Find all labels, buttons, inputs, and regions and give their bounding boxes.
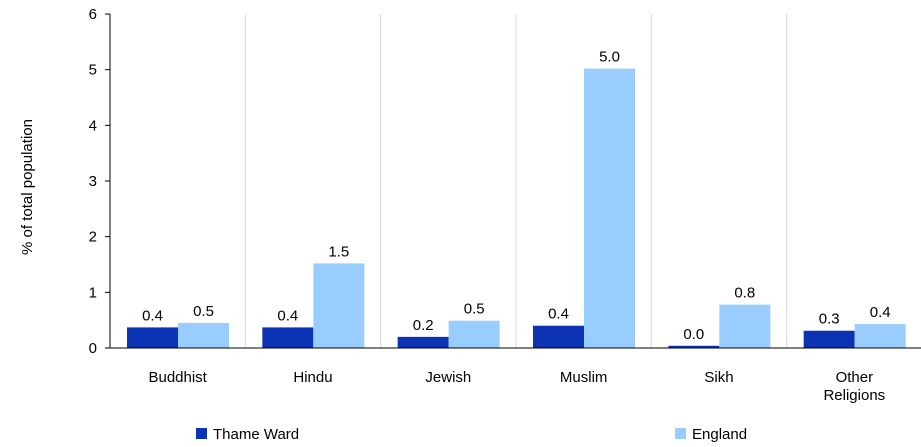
x-category-label-line: Religions: [823, 387, 885, 404]
bar-england: [854, 324, 906, 348]
x-category-label-line: Hindu: [293, 369, 332, 386]
x-category-label: Jewish: [425, 369, 471, 386]
y-tick-label: 4: [89, 117, 97, 134]
data-label: 0.5: [464, 301, 485, 318]
bar-thame-ward: [668, 345, 720, 348]
y-tick-label: 6: [89, 6, 97, 23]
data-label: 0.3: [819, 311, 840, 328]
legend-label: Thame Ward: [213, 426, 299, 443]
x-category-label: Hindu: [293, 369, 332, 386]
x-category-label-line: Sikh: [704, 369, 733, 386]
bar-england: [584, 68, 635, 348]
x-category-label: Other Religions: [823, 369, 885, 404]
x-category-label-line: Jewish: [425, 369, 471, 386]
x-category-label-line: Buddhist: [148, 369, 207, 386]
data-label: 0.4: [548, 306, 569, 323]
legend-label: England: [692, 426, 747, 443]
y-axis-title: % of total population: [19, 119, 36, 255]
data-label: 0.4: [870, 304, 891, 321]
legend-swatch: [675, 428, 686, 439]
bar-england: [448, 320, 500, 348]
bar-thame-ward: [127, 327, 178, 348]
data-label: 0.4: [277, 307, 298, 324]
data-label: 5.0: [599, 49, 620, 66]
y-tick-label: 2: [89, 229, 97, 246]
data-label: 0.5: [193, 303, 214, 320]
legend-swatch: [196, 428, 207, 439]
bar-thame-ward: [803, 330, 855, 348]
x-category-label: Buddhist: [148, 369, 207, 386]
x-category-label: Sikh: [704, 369, 733, 386]
y-tick-label: 1: [89, 284, 97, 301]
bar-england: [178, 322, 229, 348]
x-category-label-line: Muslim: [560, 369, 608, 386]
bar-thame-ward: [262, 327, 314, 348]
bar-thame-ward: [397, 336, 449, 348]
plot-area: 0 1 2 3 4 5 6 0.4 0.5 Buddhist 0.4 1.5 Hindu 0.2 0.5 Je…: [89, 6, 921, 443]
x-category-label: Muslim: [560, 369, 608, 386]
bar-england: [313, 263, 365, 348]
data-label: 0.8: [734, 285, 755, 302]
x-category-label-line: Other: [836, 369, 874, 386]
bar-thame-ward: [533, 325, 584, 348]
data-label: 1.5: [328, 243, 349, 260]
y-tick-label: 5: [89, 62, 97, 79]
y-tick-label: 3: [89, 173, 97, 190]
data-label: 0.4: [142, 307, 163, 324]
data-label: 0.2: [413, 317, 434, 334]
y-tick-label: 0: [89, 340, 97, 357]
data-label: 0.0: [683, 326, 704, 343]
bar-england: [719, 304, 771, 348]
